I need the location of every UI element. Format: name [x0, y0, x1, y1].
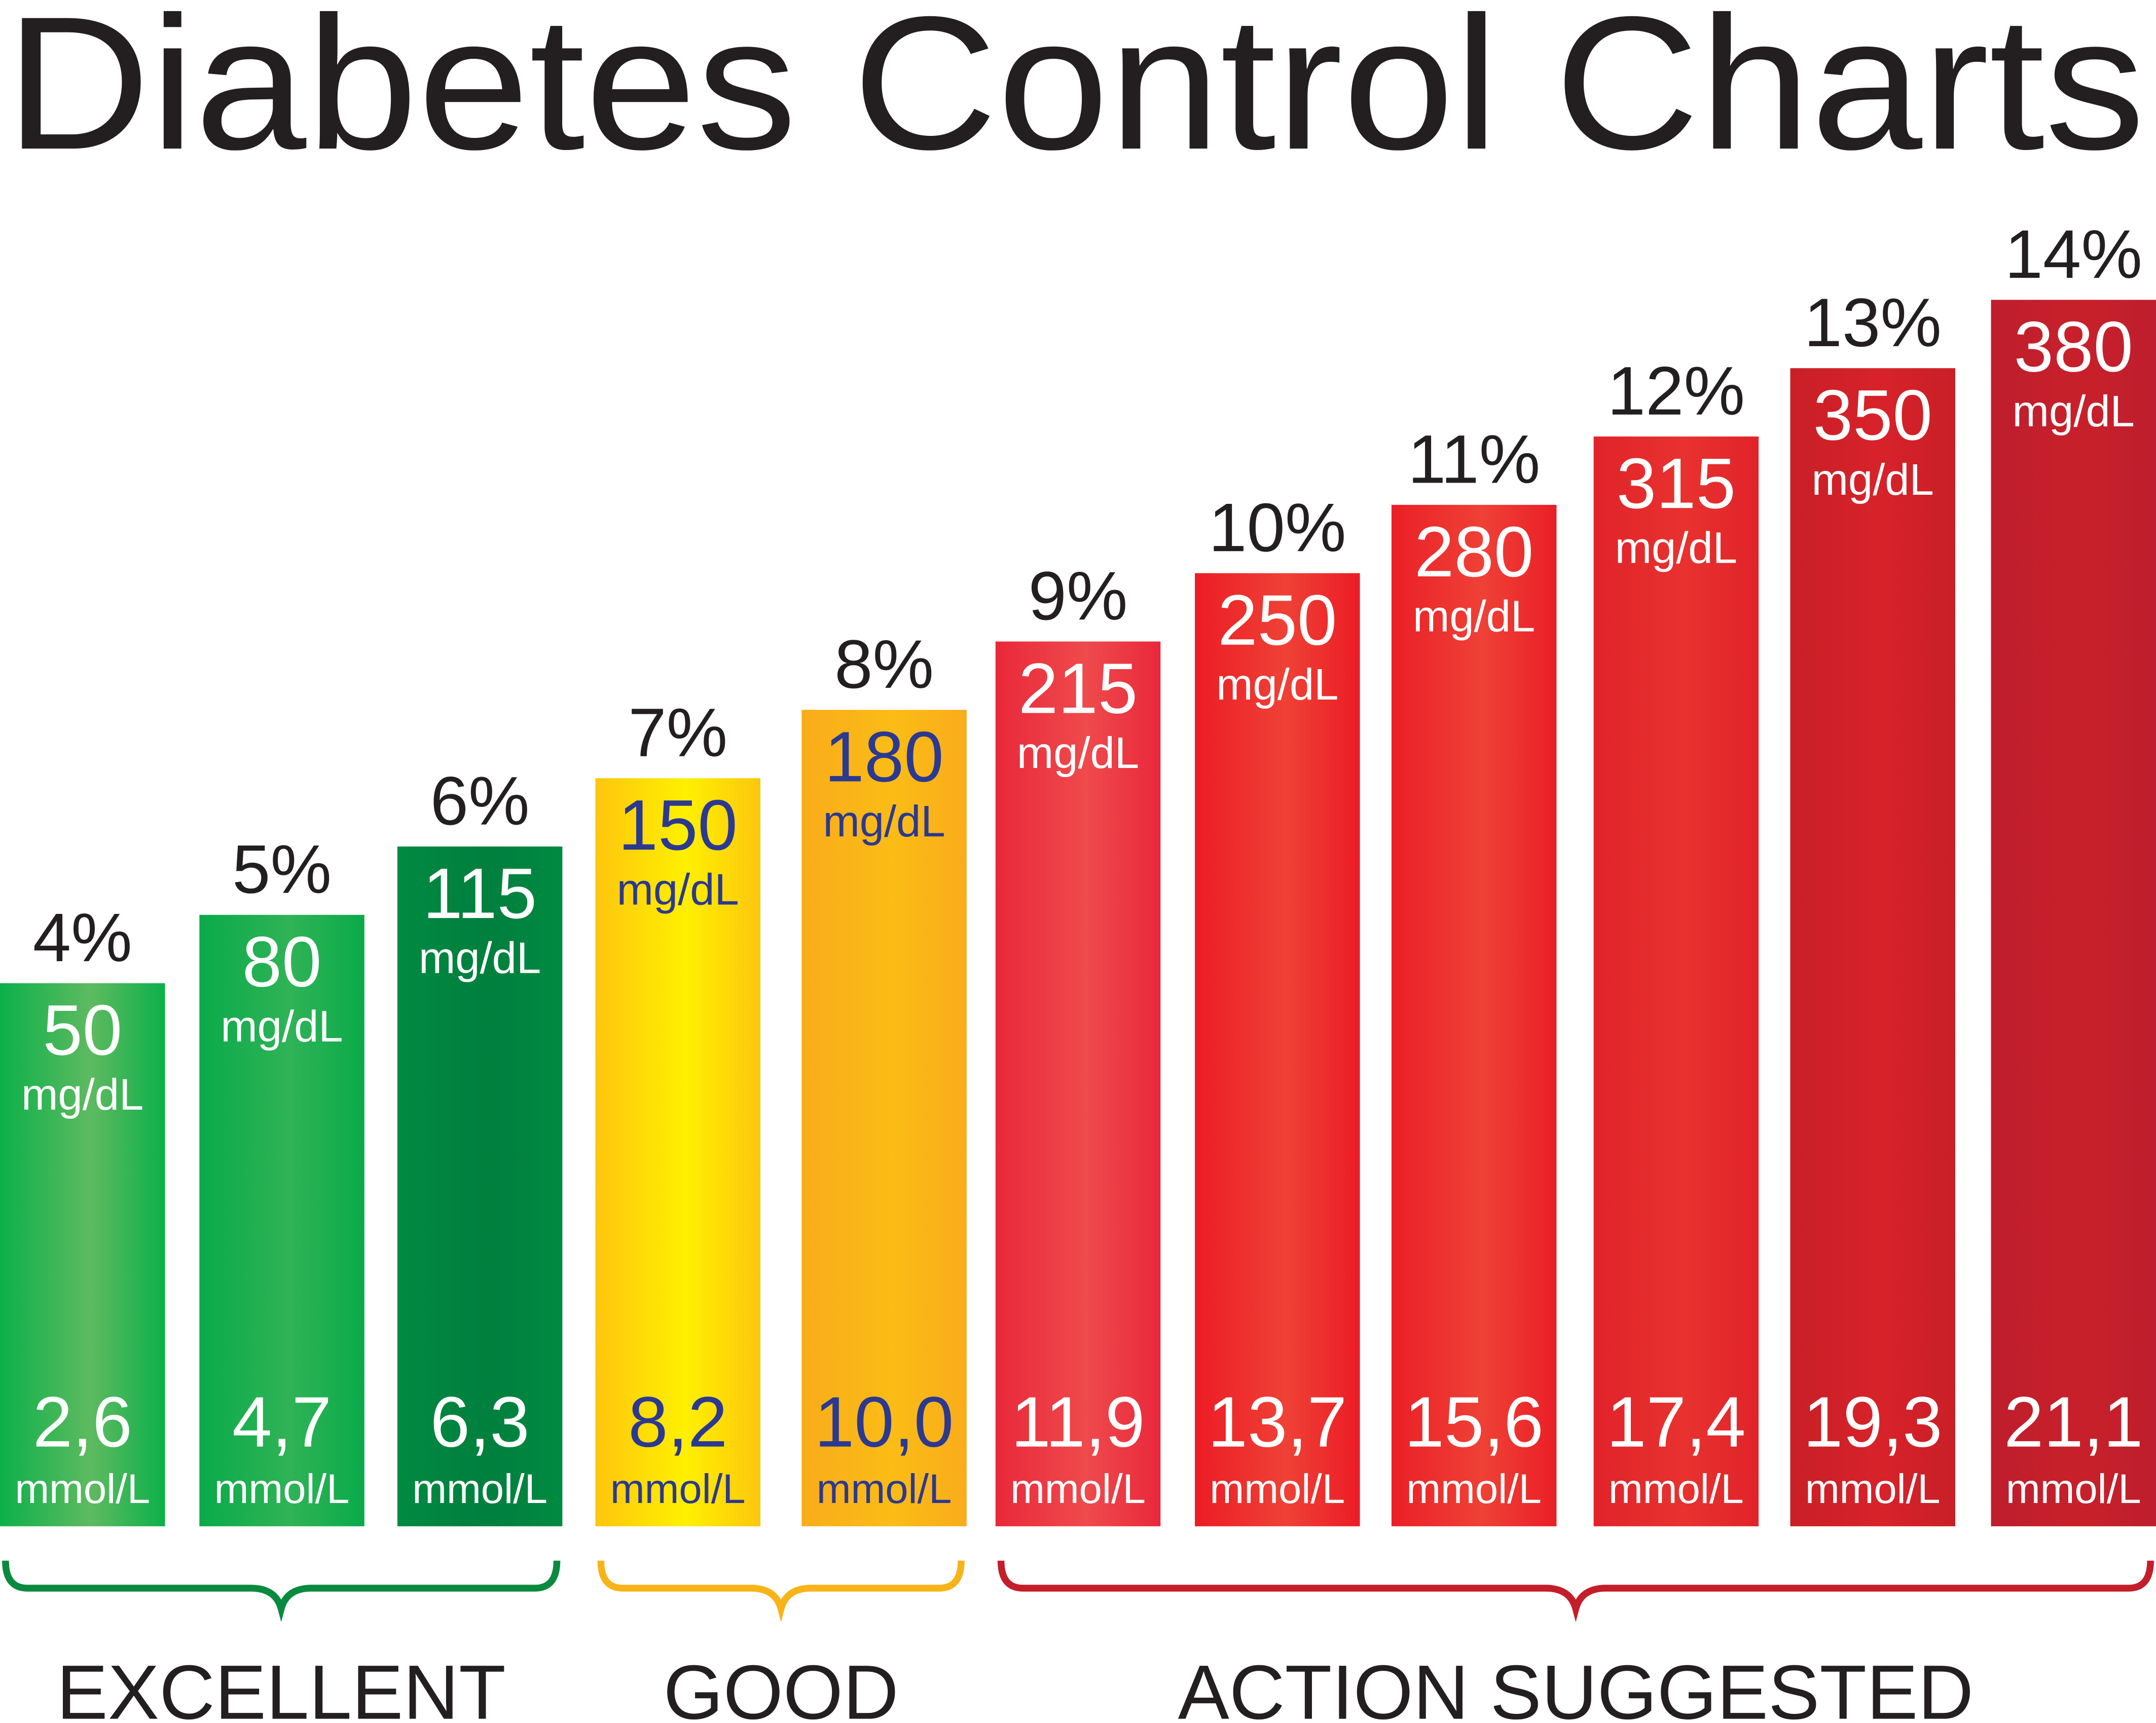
mg-value: 150 [618, 785, 738, 865]
mmol-value: 11,9 [1011, 1382, 1145, 1462]
group-brackets: EXCELLENT GOOD ACTION SUGGESTED [2, 1560, 2154, 1723]
bars: 4%50mg/dL2,6mmol/L5%80mg/dL4,7mmol/L6%11… [0, 215, 2156, 1526]
bar [1195, 573, 1360, 1526]
a1c-label: 4% [33, 899, 132, 976]
mmol-unit: mmol/L [15, 1466, 150, 1512]
mg-unit: mg/dL [221, 1002, 343, 1051]
a1c-label: 6% [430, 762, 530, 839]
mmol-unit: mmol/L [1805, 1466, 1941, 1512]
mg-value: 350 [1813, 375, 1932, 455]
group-bracket: ACTION SUGGESTED [997, 1560, 2154, 1723]
mmol-unit: mmol/L [1609, 1466, 1744, 1512]
mg-unit: mg/dL [21, 1070, 143, 1119]
mmol-value: 19,3 [1803, 1382, 1943, 1462]
mg-value: 315 [1617, 443, 1736, 523]
mmol-value: 15,6 [1404, 1382, 1544, 1462]
mmol-value: 6,3 [430, 1382, 530, 1462]
mmol-value: 17,4 [1606, 1382, 1746, 1462]
mg-value: 50 [43, 990, 122, 1070]
mmol-unit: mmol/L [412, 1466, 547, 1512]
mmol-value: 2,6 [33, 1382, 132, 1462]
a1c-label: 9% [1029, 557, 1128, 634]
mg-value: 380 [2014, 307, 2133, 387]
mg-unit: mg/dL [2013, 387, 2135, 436]
bar [1790, 368, 1955, 1526]
mg-unit: mg/dL [1812, 455, 1934, 504]
a1c-label: 8% [834, 626, 934, 703]
bar [1391, 504, 1557, 1526]
mmol-value: 21,1 [2004, 1382, 2143, 1462]
a1c-label: 11% [1408, 421, 1540, 498]
bar [801, 710, 967, 1526]
mg-value: 115 [423, 853, 537, 933]
bar [995, 641, 1161, 1526]
bar [199, 914, 364, 1526]
chart-title: Diabetes Control Charts [6, 0, 2145, 189]
brace-icon [597, 1560, 965, 1622]
brace-icon [997, 1560, 2154, 1622]
mmol-unit: mmol/L [2006, 1466, 2141, 1512]
mmol-unit: mmol/L [817, 1466, 952, 1512]
a1c-label: 13% [1804, 284, 1942, 361]
group-bracket: GOOD [597, 1560, 965, 1723]
mg-unit: mg/dL [1216, 660, 1338, 709]
brace-icon [2, 1560, 561, 1622]
mg-value: 80 [242, 922, 322, 1002]
mg-unit: mg/dL [1017, 728, 1139, 778]
mmol-unit: mmol/L [610, 1466, 746, 1512]
mg-unit: mg/dL [617, 865, 739, 914]
mg-value: 215 [1018, 648, 1138, 728]
bar [397, 846, 563, 1526]
mg-unit: mg/dL [823, 797, 945, 846]
bar [1593, 436, 1759, 1526]
bar [1991, 300, 2156, 1526]
a1c-label: 12% [1607, 352, 1745, 429]
bar [595, 778, 760, 1526]
mg-unit: mg/dL [1615, 524, 1737, 573]
mg-value: 280 [1414, 511, 1533, 592]
mg-value: 250 [1218, 580, 1337, 660]
mmol-unit: mmol/L [214, 1466, 350, 1512]
a1c-label: 10% [1209, 489, 1346, 566]
mmol-value: 10,0 [815, 1382, 954, 1462]
mmol-unit: mmol/L [1406, 1466, 1542, 1512]
group-label: GOOD [664, 1649, 899, 1723]
group-label: ACTION SUGGESTED [1178, 1649, 1974, 1723]
mmol-value: 8,2 [628, 1382, 727, 1462]
mg-unit: mg/dL [419, 933, 541, 982]
group-bracket: EXCELLENT [2, 1560, 561, 1723]
mg-unit: mg/dL [1413, 592, 1535, 641]
group-label: EXCELLENT [57, 1649, 506, 1723]
a1c-label: 14% [2005, 215, 2142, 292]
mg-value: 180 [824, 716, 943, 796]
bar [0, 983, 165, 1526]
mmol-unit: mmol/L [1210, 1466, 1345, 1512]
mmol-unit: mmol/L [1010, 1466, 1146, 1512]
a1c-label: 7% [628, 694, 727, 771]
mmol-value: 4,7 [232, 1382, 332, 1462]
a1c-label: 5% [232, 830, 332, 907]
mmol-value: 13,7 [1208, 1382, 1347, 1462]
